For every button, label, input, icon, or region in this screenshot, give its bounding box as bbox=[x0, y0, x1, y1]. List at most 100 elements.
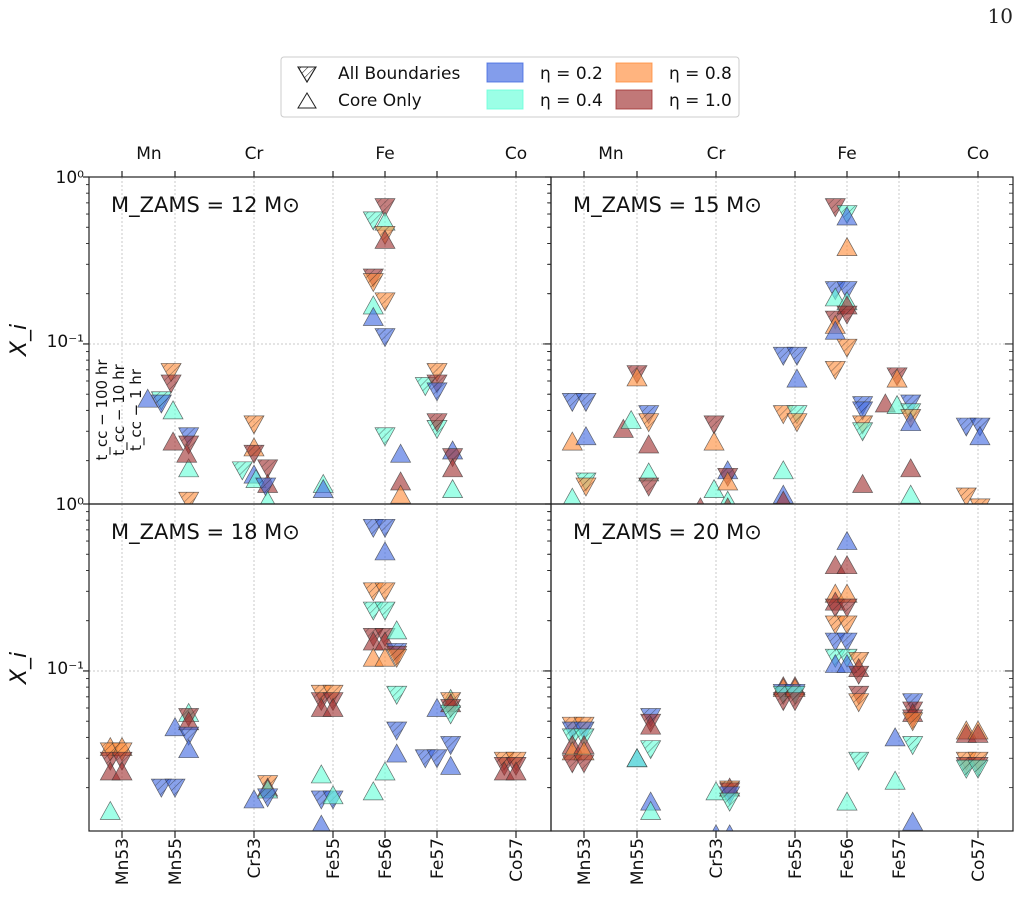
data-point-hatch bbox=[375, 198, 395, 217]
time-label-100hr: t_cc − 100 hr bbox=[93, 359, 112, 461]
data-point-hatch bbox=[257, 788, 278, 807]
data-point-hatch bbox=[440, 736, 461, 755]
element-label-cr-right: Cr bbox=[707, 144, 726, 164]
data-point-hatch bbox=[375, 519, 395, 538]
isotope-label-mn55: Mn55 bbox=[166, 838, 186, 885]
data-point-hatch bbox=[902, 712, 923, 731]
data-point-hatch bbox=[848, 693, 869, 712]
legend-core-only-label: Core Only bbox=[338, 91, 422, 111]
data-point-mn55-core bbox=[137, 388, 159, 408]
element-label-mn-right: Mn bbox=[598, 144, 623, 164]
data-point-fe56-core bbox=[386, 620, 408, 640]
data-point-fe56-core bbox=[836, 530, 858, 550]
isotope-label-fe55: Fe55 bbox=[786, 838, 806, 879]
data-point-hatch bbox=[165, 779, 185, 798]
data-point-fe56-core bbox=[362, 306, 384, 326]
data-point-mn55-core bbox=[178, 738, 200, 759]
data-point-hatch bbox=[375, 582, 395, 601]
data-point-hatch bbox=[786, 413, 807, 432]
data-point-hatch bbox=[161, 374, 182, 393]
data-point-fe56-core bbox=[386, 743, 408, 763]
data-point-hatch bbox=[640, 740, 661, 759]
data-point-fe56-core bbox=[836, 236, 858, 257]
data-point-fe56-core bbox=[824, 320, 846, 340]
data-point-hatch bbox=[427, 749, 447, 768]
data-point-fe56-core bbox=[836, 791, 858, 811]
data-point-hatch bbox=[386, 686, 407, 705]
legend-eta-label-0: η = 0.2 bbox=[540, 64, 603, 84]
data-point-hatch bbox=[244, 415, 264, 434]
y-axis-label-lower: X_i bbox=[7, 652, 32, 685]
data-point-mn55-core bbox=[162, 400, 184, 420]
data-point-hatch bbox=[902, 736, 923, 755]
data-point-fe55-core bbox=[322, 785, 344, 805]
data-point-hatch bbox=[375, 328, 395, 347]
data-point-hatch bbox=[363, 211, 384, 230]
element-label-fe-right: Fe bbox=[837, 144, 856, 164]
isotope-label-cr53: Cr53 bbox=[245, 838, 265, 879]
data-point-hatch bbox=[442, 448, 463, 467]
isotope-label-fe57: Fe57 bbox=[428, 838, 448, 879]
data-point-cr53-core bbox=[723, 497, 732, 504]
data-point-cr53-core bbox=[717, 471, 739, 491]
data-point-hatch bbox=[704, 415, 725, 434]
panel-frame bbox=[550, 176, 1014, 505]
scatter-points bbox=[561, 530, 989, 831]
data-point-hatch bbox=[178, 727, 199, 746]
data-point-fe57-core bbox=[440, 755, 462, 775]
data-point-mn55-core bbox=[620, 409, 642, 429]
legend-all-boundaries-label: All Boundaries bbox=[338, 64, 460, 84]
y-tick-mid-label-lower: 10⁻¹ bbox=[47, 659, 84, 679]
data-point-fe56-core bbox=[836, 554, 858, 575]
scatter-points bbox=[561, 198, 991, 504]
data-point-fe57-core bbox=[900, 458, 922, 478]
data-point-fe56-core bbox=[374, 541, 396, 561]
y-tick-top-label: 10⁰ bbox=[56, 168, 85, 188]
legend-eta-label-3: η = 1.0 bbox=[669, 91, 732, 111]
data-point-co57-core bbox=[969, 426, 991, 446]
data-point-hatch bbox=[773, 405, 794, 424]
data-point-hatch bbox=[719, 793, 740, 812]
panel-12msun: M_ZAMS = 12 M⊙ bbox=[83, 171, 552, 505]
data-point-cr53-core bbox=[725, 824, 734, 831]
data-point-hatch bbox=[638, 478, 659, 497]
time-label-10hr: t_cc − 10 hr bbox=[110, 363, 129, 455]
data-point-mn53-core bbox=[99, 800, 121, 820]
data-point-mn55-core bbox=[626, 748, 648, 768]
data-point-cr53-core bbox=[696, 497, 705, 504]
data-point-hatch bbox=[574, 754, 594, 773]
data-point-mn55-core bbox=[640, 715, 662, 735]
data-point-fe57-core bbox=[884, 727, 906, 747]
page-number: 10 bbox=[987, 4, 1013, 28]
data-point-hatch bbox=[151, 394, 172, 413]
data-point-hatch bbox=[151, 779, 172, 798]
isotope-label-mn55: Mn55 bbox=[628, 838, 648, 885]
data-point-hatch bbox=[386, 721, 407, 740]
data-point-hatch bbox=[638, 413, 659, 432]
isotope-label-fe56: Fe56 bbox=[376, 838, 396, 879]
data-point-hatch bbox=[575, 478, 596, 497]
data-point-fe56-core bbox=[390, 484, 412, 504]
data-point-fe57-core bbox=[442, 458, 464, 478]
data-point-fe56-core bbox=[374, 229, 396, 249]
data-point-fe57-core bbox=[902, 811, 924, 831]
y-tick-mid-label-upper: 10⁻¹ bbox=[47, 332, 84, 352]
data-point-co57-core bbox=[505, 761, 527, 781]
data-point-fe55-core bbox=[312, 478, 334, 499]
data-point-hatch bbox=[562, 393, 583, 412]
data-point-mn53-core bbox=[575, 426, 597, 446]
data-point-fe56-core bbox=[390, 443, 412, 463]
panel-title: M_ZAMS = 20 M⊙ bbox=[573, 520, 762, 545]
data-point-fe55-core bbox=[772, 460, 794, 480]
data-point-hatch bbox=[257, 459, 278, 478]
data-point-fe57-core bbox=[442, 478, 464, 499]
data-point-hatch bbox=[837, 339, 857, 358]
data-point-hatch bbox=[956, 487, 977, 504]
data-point-fe56-core bbox=[374, 761, 396, 781]
panel-title: M_ZAMS = 15 M⊙ bbox=[573, 193, 762, 218]
isotope-labels: Mn53 Mn53 Mn55 Mn55 Cr53 Cr53 Fe55 Fe55 Fe56 Fe56… bbox=[113, 838, 989, 885]
y-tick-top-label-lower: 10⁰ bbox=[56, 495, 85, 515]
data-point-hatch bbox=[837, 598, 857, 617]
scatter-points bbox=[137, 198, 464, 504]
element-label-fe-left: Fe bbox=[375, 144, 394, 164]
